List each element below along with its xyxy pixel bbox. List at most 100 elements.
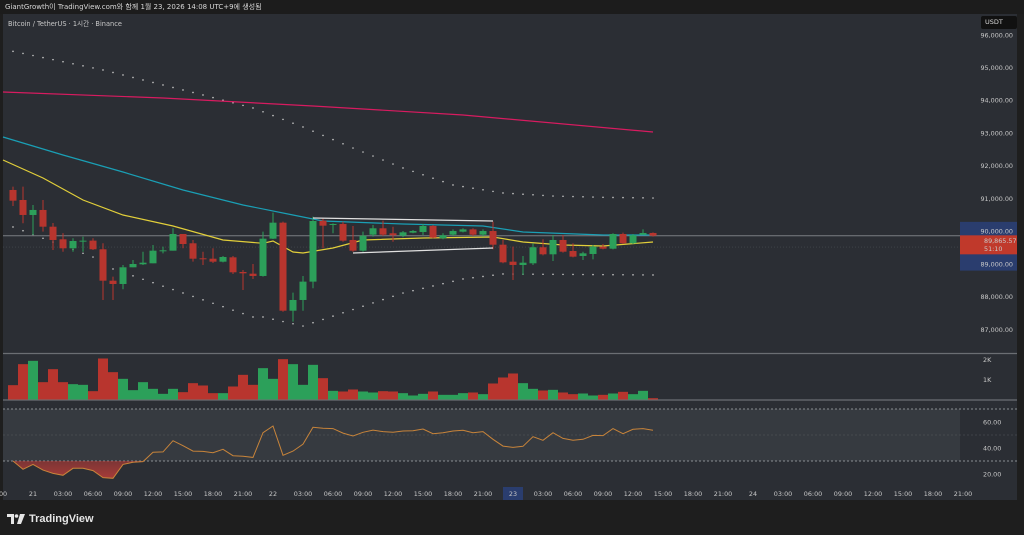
volume-bar <box>8 385 18 400</box>
rsi-pane[interactable] <box>3 408 1017 479</box>
candle[interactable] <box>429 224 437 239</box>
sar-dot <box>62 60 64 63</box>
candle[interactable] <box>349 226 357 252</box>
candle[interactable] <box>59 233 67 252</box>
candle[interactable] <box>529 243 537 265</box>
candle[interactable] <box>9 186 17 206</box>
sar-dot <box>452 280 454 283</box>
candle[interactable] <box>89 238 97 250</box>
candle[interactable] <box>359 231 367 252</box>
candle[interactable] <box>39 199 47 232</box>
sar-dot <box>362 305 364 307</box>
candle[interactable] <box>269 212 277 239</box>
candle[interactable] <box>519 255 527 275</box>
candle[interactable] <box>99 243 107 300</box>
sar-dot <box>532 273 534 275</box>
candle[interactable] <box>499 239 507 264</box>
candle-body <box>59 239 67 249</box>
candle[interactable] <box>409 230 417 234</box>
candle[interactable] <box>319 218 327 249</box>
sar-dot <box>272 318 274 321</box>
volume-bar <box>418 393 428 400</box>
tradingview-logo[interactable]: TradingView <box>7 513 94 525</box>
sar-dot <box>132 275 134 277</box>
candle[interactable] <box>339 221 347 242</box>
candle[interactable] <box>119 264 127 290</box>
candle[interactable] <box>469 228 477 236</box>
currency-button[interactable]: USDT <box>981 16 1017 29</box>
volume-bar <box>118 378 128 400</box>
candle[interactable] <box>139 251 147 266</box>
candle[interactable] <box>289 292 297 322</box>
candle[interactable] <box>559 234 567 253</box>
candle[interactable] <box>209 248 217 264</box>
candle[interactable] <box>299 275 307 311</box>
chart-canvas[interactable]: 96,000.00 95,000.00 94,000.00 93,000.00 92,0… <box>0 0 1024 500</box>
candle[interactable] <box>379 220 387 236</box>
candle[interactable] <box>149 244 157 264</box>
volume-pane[interactable] <box>8 358 658 400</box>
price-pane[interactable] <box>2 50 960 327</box>
candle[interactable] <box>599 244 607 250</box>
candle[interactable] <box>579 251 587 261</box>
time-axis-label: 06:00 <box>804 490 822 498</box>
volume-bar <box>358 391 368 400</box>
candle[interactable] <box>29 204 37 235</box>
candle[interactable] <box>49 222 57 250</box>
candle[interactable] <box>449 229 457 236</box>
candle[interactable] <box>629 233 637 245</box>
candle[interactable] <box>109 276 117 300</box>
sar-dot <box>242 104 244 107</box>
candle[interactable] <box>459 228 467 233</box>
candle[interactable] <box>69 238 77 252</box>
candle[interactable] <box>329 223 337 234</box>
trendline-drawing[interactable] <box>312 217 494 222</box>
candle[interactable] <box>129 260 137 268</box>
sar-dot <box>142 278 144 281</box>
candle[interactable] <box>389 226 397 242</box>
sar-dot <box>332 315 334 317</box>
candle[interactable] <box>169 228 177 251</box>
candle-body <box>299 281 307 300</box>
candle[interactable] <box>19 186 27 224</box>
sar-dot <box>262 110 264 113</box>
candle[interactable] <box>159 246 167 254</box>
time-axis-label: 03:00 <box>534 490 552 498</box>
candle-body <box>99 249 107 281</box>
trendline-drawing[interactable] <box>352 247 494 254</box>
candle[interactable] <box>639 229 647 235</box>
candle[interactable] <box>219 255 227 263</box>
sar-dot <box>232 309 234 311</box>
candle[interactable] <box>649 232 657 237</box>
candle-body <box>309 220 317 282</box>
volume-bar <box>98 358 108 400</box>
sar-dot <box>492 274 494 277</box>
candle[interactable] <box>309 216 317 289</box>
candle[interactable] <box>509 246 517 280</box>
candle[interactable] <box>259 231 267 277</box>
candle[interactable] <box>619 232 627 245</box>
candle[interactable] <box>229 255 237 274</box>
candle[interactable] <box>179 233 187 249</box>
volume-bar <box>648 398 658 400</box>
candle[interactable] <box>239 269 247 290</box>
candle[interactable] <box>489 221 497 250</box>
time-axis-label: 24 <box>749 490 757 498</box>
candle[interactable] <box>609 233 617 250</box>
candle[interactable] <box>479 229 487 237</box>
volume-bar <box>168 388 178 400</box>
time-axis-label: 21:00 <box>954 490 972 498</box>
candle[interactable] <box>249 263 257 279</box>
candle[interactable] <box>189 239 197 262</box>
candle[interactable] <box>539 239 547 256</box>
candle[interactable] <box>569 243 577 258</box>
candle[interactable] <box>199 251 207 265</box>
candle[interactable] <box>369 224 377 237</box>
candle[interactable] <box>419 223 427 235</box>
candle[interactable] <box>549 234 557 262</box>
candle[interactable] <box>439 233 447 240</box>
candle[interactable] <box>79 236 87 252</box>
candle[interactable] <box>399 231 407 238</box>
candle[interactable] <box>589 244 597 260</box>
candle[interactable] <box>279 221 287 312</box>
